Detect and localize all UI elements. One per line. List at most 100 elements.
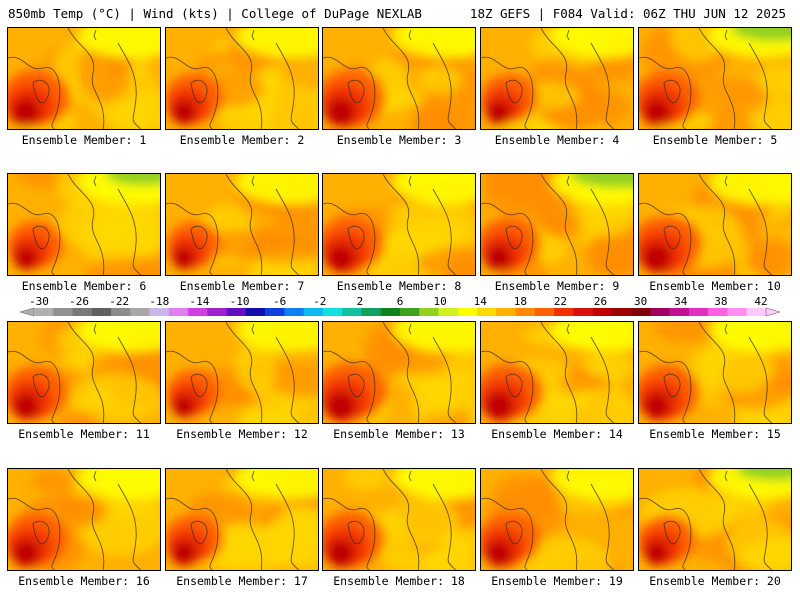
colorbar-tick-label: -18 xyxy=(149,296,169,308)
ensemble-member-label: Ensemble Member: 5 xyxy=(652,133,778,147)
colorbar-swatch xyxy=(727,308,748,316)
colorbar-swatch xyxy=(130,308,150,316)
colorbar-swatch xyxy=(650,308,670,316)
colorbar-tick-label: -26 xyxy=(69,296,89,308)
ensemble-member-map xyxy=(7,27,161,130)
colorbar-swatch xyxy=(284,308,304,316)
ensemble-member-label: Ensemble Member: 10 xyxy=(649,279,781,293)
colorbar-swatch xyxy=(419,308,439,316)
ensemble-member-label: Ensemble Member: 19 xyxy=(491,574,623,588)
colorbar-swatch xyxy=(573,308,593,316)
colorbar-swatch xyxy=(111,308,131,316)
ensemble-member-label: Ensemble Member: 6 xyxy=(21,279,147,293)
ensemble-member-map xyxy=(322,173,476,276)
ensemble-member-map xyxy=(322,468,476,571)
colorbar-swatch xyxy=(611,308,632,316)
ensemble-member-map xyxy=(7,173,161,276)
ensemble-member-map xyxy=(165,27,319,130)
colorbar-tick-label: 34 xyxy=(674,296,688,308)
ensemble-member-label: Ensemble Member: 18 xyxy=(333,574,465,588)
map-title: 850mb Temp (°C) | Wind (kts) | College o… xyxy=(8,6,422,21)
colorbar-arrow-right xyxy=(765,307,781,317)
colorbar-swatch xyxy=(534,308,555,316)
colorbar-swatch xyxy=(457,308,478,316)
colorbar-tick-label: -10 xyxy=(230,296,250,308)
ensemble-member-label: Ensemble Member: 15 xyxy=(649,427,781,441)
colorbar-swatch xyxy=(496,308,516,316)
ensemble-member-map xyxy=(322,27,476,130)
colorbar-swatch xyxy=(265,308,285,316)
colorbar-swatch xyxy=(631,308,651,316)
ensemble-member-label: Ensemble Member: 17 xyxy=(176,574,308,588)
colorbar-swatch xyxy=(554,308,574,316)
colorbar-swatch xyxy=(592,308,613,316)
ensemble-member-label: Ensemble Member: 11 xyxy=(18,427,150,441)
colorbar-tick-label: 14 xyxy=(474,296,488,308)
colorbar-swatch xyxy=(207,308,227,316)
ensemble-member-map xyxy=(322,321,476,424)
ensemble-member-map xyxy=(480,27,634,130)
colorbar-swatch xyxy=(688,308,709,316)
colorbar-swatch xyxy=(303,308,324,316)
ensemble-member-map xyxy=(638,27,792,130)
colorbar-swatch xyxy=(72,308,93,316)
colorbar-arrow-left xyxy=(19,307,35,317)
colorbar-tick-label: 26 xyxy=(594,296,607,308)
ensemble-member-map xyxy=(480,321,634,424)
colorbar-tick-label: 30 xyxy=(634,296,647,308)
ensemble-member-map xyxy=(165,173,319,276)
colorbar-swatch xyxy=(380,308,401,316)
ensemble-member-map xyxy=(7,468,161,571)
ensemble-member-label: Ensemble Member: 16 xyxy=(18,574,150,588)
colorbar-swatch xyxy=(515,308,536,316)
colorbar-tick-label: -6 xyxy=(273,296,286,308)
colorbar-swatch xyxy=(361,308,382,316)
colorbar-swatch xyxy=(477,308,497,316)
colorbar-swatch xyxy=(400,308,420,316)
colorbar-swatch xyxy=(168,308,189,316)
colorbar-tick-label: 2 xyxy=(357,296,364,308)
ensemble-member-map xyxy=(165,468,319,571)
ensemble-member-map xyxy=(638,173,792,276)
colorbar-swatch xyxy=(149,308,170,316)
ensemble-member-label: Ensemble Member: 9 xyxy=(494,279,620,293)
ensemble-member-label: Ensemble Member: 14 xyxy=(491,427,623,441)
ensemble-member-label: Ensemble Member: 3 xyxy=(336,133,462,147)
colorbar-tick-label: 22 xyxy=(554,296,567,308)
ensemble-member-map xyxy=(7,321,161,424)
colorbar-tick-label: 38 xyxy=(714,296,727,308)
ensemble-member-label: Ensemble Member: 2 xyxy=(179,133,305,147)
colorbar-swatch xyxy=(342,308,362,316)
colorbar-swatch xyxy=(245,308,266,316)
ensemble-member-map xyxy=(638,321,792,424)
colorbar-tick-label: -2 xyxy=(313,296,326,308)
colorbar-tick-label: -14 xyxy=(190,296,210,308)
colorbar-swatch xyxy=(34,308,54,316)
colorbar-swatch xyxy=(322,308,343,316)
colorbar-swatch xyxy=(188,308,208,316)
colorbar-tick-label: 6 xyxy=(397,296,404,308)
ensemble-member-label: Ensemble Member: 7 xyxy=(179,279,305,293)
ensemble-member-map xyxy=(638,468,792,571)
colorbar-swatch xyxy=(438,308,459,316)
colorbar-swatch xyxy=(53,308,73,316)
ensemble-member-label: Ensemble Member: 13 xyxy=(333,427,465,441)
ensemble-member-label: Ensemble Member: 12 xyxy=(176,427,308,441)
colorbar-tick-label: -22 xyxy=(109,296,129,308)
ensemble-member-map xyxy=(165,321,319,424)
ensemble-member-map xyxy=(480,173,634,276)
colorbar-tick-label: -30 xyxy=(29,296,49,308)
temperature-colorbar: -30 -26 -22 -18 -14 -10 -6 -2 2 6 10 14 18 22 26 30 34 38… xyxy=(19,296,781,317)
colorbar-swatch xyxy=(746,308,767,316)
colorbar-swatch xyxy=(669,308,690,316)
colorbar-swatch xyxy=(226,308,247,316)
ensemble-member-map xyxy=(480,468,634,571)
run-valid-time: 18Z GEFS | F084 Valid: 06Z THU JUN 12 20… xyxy=(469,6,786,21)
ensemble-member-label: Ensemble Member: 20 xyxy=(649,574,781,588)
ensemble-member-label: Ensemble Member: 1 xyxy=(21,133,147,147)
colorbar-swatch xyxy=(91,308,112,316)
colorbar-tick-label: 42 xyxy=(754,296,767,308)
ensemble-member-label: Ensemble Member: 4 xyxy=(494,133,620,147)
colorbar-tick-label: 10 xyxy=(433,296,446,308)
colorbar-tick-label: 18 xyxy=(514,296,527,308)
